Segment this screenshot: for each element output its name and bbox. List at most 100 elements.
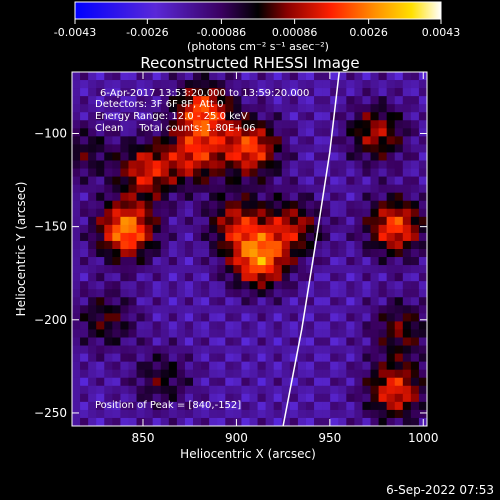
heatmap-cell [217, 257, 226, 266]
heatmap-cell [160, 329, 170, 338]
heatmap-cell [184, 224, 194, 234]
heatmap-cell [176, 240, 186, 250]
heatmap-cell [257, 409, 266, 419]
heatmap-cell [257, 96, 266, 105]
heatmap-cell [152, 273, 162, 282]
heatmap-cell [402, 208, 412, 218]
heatmap-cell [80, 224, 89, 234]
heatmap-cell [257, 232, 266, 242]
heatmap-cell [112, 216, 121, 226]
heatmap-cell [72, 297, 81, 306]
heatmap-cell [104, 216, 113, 226]
heatmap-cell [209, 369, 218, 379]
heatmap-cell [265, 176, 275, 185]
heatmap-cell [314, 120, 323, 129]
heatmap-cell [152, 265, 162, 274]
heatmap-cell [176, 200, 186, 210]
heatmap-cell [338, 88, 347, 97]
heatmap-cell [241, 88, 250, 97]
heatmap-cell [225, 289, 234, 298]
heatmap-cell [176, 313, 186, 322]
heatmap-cell [394, 273, 404, 282]
heatmap-cell [112, 417, 121, 426]
heatmap-cell [346, 337, 355, 346]
heatmap-cell [80, 96, 89, 105]
heatmap-cell [201, 329, 210, 338]
heatmap-cell [176, 281, 186, 290]
heatmap-cell [176, 72, 186, 81]
heatmap-cell [314, 345, 323, 354]
heatmap-cell [233, 337, 242, 346]
heatmap-cell [144, 168, 153, 177]
heatmap-cell [241, 128, 250, 137]
heatmap-cell [72, 281, 81, 290]
heatmap-cell [378, 152, 387, 161]
heatmap-cell [354, 249, 363, 258]
heatmap-cell [362, 184, 371, 193]
heatmap-cell [362, 144, 371, 153]
heatmap-cell [410, 240, 420, 250]
heatmap-cell [330, 265, 339, 274]
heatmap-cell [378, 120, 387, 129]
heatmap-cell [370, 120, 379, 129]
heatmap-cell [160, 72, 170, 81]
heatmap-cell [225, 361, 234, 370]
heatmap-cell [209, 112, 218, 121]
heatmap-cell [265, 289, 275, 298]
heatmap-cell [80, 401, 89, 411]
heatmap-cell [378, 321, 387, 330]
heatmap-cell [72, 200, 81, 210]
heatmap-cell [184, 136, 194, 145]
heatmap-cell [281, 136, 291, 145]
heatmap-cell [168, 224, 178, 234]
heatmap-cell [152, 345, 162, 354]
heatmap-cell [314, 337, 323, 346]
heatmap-cell [322, 369, 331, 379]
heatmap-cell [354, 152, 363, 161]
heatmap-cell [128, 321, 137, 330]
heatmap-cell [305, 120, 315, 129]
heatmap-cell [193, 249, 202, 258]
heatmap-cell [338, 321, 347, 330]
heatmap-cell [362, 160, 371, 169]
heatmap-cell [136, 401, 145, 411]
heatmap-cell [112, 176, 121, 185]
heatmap-cell [128, 104, 137, 113]
heatmap-cell [249, 393, 258, 403]
heatmap-cell [281, 104, 291, 113]
heatmap-cell [160, 96, 170, 105]
heatmap-cell [418, 337, 427, 346]
heatmap-cell [120, 208, 129, 218]
heatmap-cell [120, 273, 129, 282]
heatmap-cell [184, 297, 194, 306]
heatmap-cell [402, 409, 412, 419]
heatmap-cell [265, 393, 275, 403]
heatmap-cell [233, 345, 242, 354]
heatmap-cell [402, 337, 412, 346]
heatmap-cell [281, 305, 291, 314]
heatmap-cell [249, 401, 258, 411]
heatmap-cell [289, 345, 299, 354]
heatmap-cell [305, 152, 315, 161]
heatmap-cell [418, 353, 427, 362]
heatmap-cell [160, 192, 170, 202]
heatmap-cell [176, 265, 186, 274]
heatmap-cell [305, 168, 315, 177]
heatmap-cell [297, 136, 307, 145]
heatmap-cell [305, 160, 315, 169]
heatmap-cell [322, 265, 331, 274]
heatmap-cell [378, 184, 387, 193]
heatmap-cell [378, 353, 387, 362]
heatmap-cell [354, 353, 363, 362]
heatmap-cell [233, 393, 242, 403]
heatmap-cell [225, 200, 234, 210]
heatmap-cell [104, 88, 113, 97]
heatmap-cell [410, 273, 420, 282]
heatmap-cell [257, 192, 266, 202]
heatmap-cell [297, 72, 307, 81]
heatmap-cell [314, 160, 323, 169]
heatmap-cell [80, 265, 89, 274]
heatmap-cell [96, 273, 105, 282]
heatmap-cell [305, 345, 315, 354]
heatmap-cell [322, 249, 331, 258]
